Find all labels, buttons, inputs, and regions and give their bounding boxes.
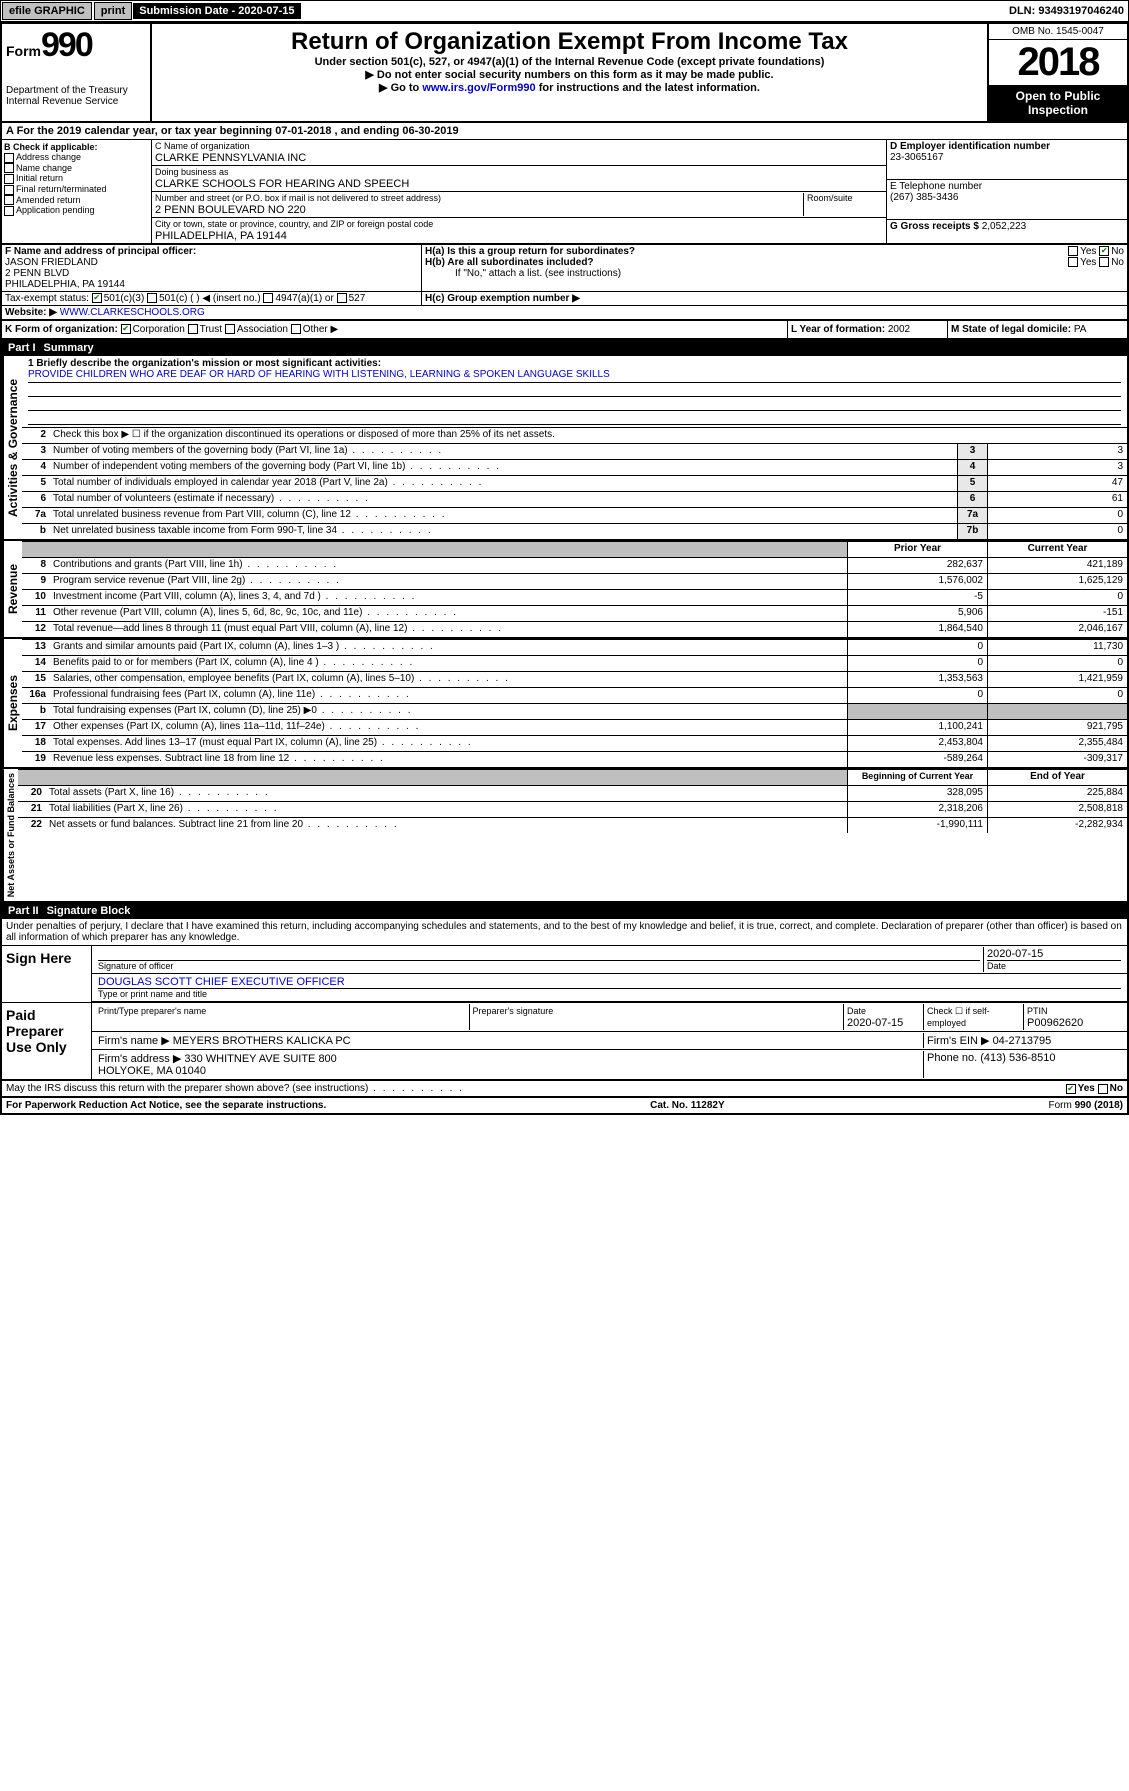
irs-link[interactable]: www.irs.gov/Form990 [422, 82, 535, 94]
firm-ein: 04-2713795 [993, 1035, 1052, 1047]
k-l-m-row: K Form of organization: Corporation Trus… [2, 321, 1127, 340]
firm-phone: (413) 536-8510 [980, 1052, 1055, 1064]
part-2-header: Part IISignature Block [2, 903, 1127, 919]
net-assets-section: Net Assets or Fund Balances Beginning of… [2, 769, 1127, 903]
officer-name: JASON FRIEDLAND [5, 257, 98, 268]
perjury-statement: Under penalties of perjury, I declare th… [2, 919, 1127, 946]
submission-date: Submission Date - 2020-07-15 [133, 3, 300, 19]
firm-name: MEYERS BROTHERS KALICKA PC [173, 1035, 351, 1047]
activities-governance-tab: Activities & Governance [2, 356, 22, 539]
dln: DLN: 93493197046240 [1009, 5, 1128, 17]
net-assets-tab: Net Assets or Fund Balances [2, 769, 18, 901]
line-10: 10Investment income (Part VIII, column (… [22, 589, 1127, 605]
org-name: CLARKE PENNSYLVANIA INC [155, 152, 306, 164]
checkbox-address-change[interactable]: Address change [4, 152, 149, 163]
form-title: Return of Organization Exempt From Incom… [156, 28, 983, 56]
line-20: 20Total assets (Part X, line 16)328,0952… [18, 785, 1127, 801]
dept-treasury: Department of the Treasury Internal Reve… [6, 85, 146, 107]
line-17: 17Other expenses (Part IX, column (A), l… [22, 719, 1127, 735]
tax-period: A For the 2019 calendar year, or tax yea… [2, 123, 1127, 140]
summary-row-7a: 7aTotal unrelated business revenue from … [22, 507, 1127, 523]
sign-here-block: Sign Here Signature of officer 2020-07-1… [2, 946, 1127, 1003]
line-18: 18Total expenses. Add lines 13–17 (must … [22, 735, 1127, 751]
line-9: 9Program service revenue (Part VIII, lin… [22, 573, 1127, 589]
omb-number: OMB No. 1545-0047 [989, 24, 1127, 40]
gross-receipts: 2,052,223 [982, 221, 1027, 232]
ptin: P00962620 [1027, 1017, 1083, 1029]
part-1-header: Part ISummary [2, 340, 1127, 356]
state-domicile: PA [1074, 324, 1087, 335]
efile-button[interactable]: efile GRAPHIC [2, 2, 92, 20]
form-header: Form990 Department of the Treasury Inter… [2, 24, 1127, 123]
summary-row-5: 5Total number of individuals employed in… [22, 475, 1127, 491]
box-d-e-g: D Employer identification number23-30651… [887, 140, 1127, 243]
line-13: 13Grants and similar amounts paid (Part … [22, 639, 1127, 655]
website-link[interactable]: WWW.CLARKESCHOOLS.ORG [60, 307, 205, 318]
dba-name: CLARKE SCHOOLS FOR HEARING AND SPEECH [155, 178, 409, 190]
line-b: bTotal fundraising expenses (Part IX, co… [22, 703, 1127, 719]
discuss-row: May the IRS discuss this return with the… [2, 1080, 1127, 1098]
line-8: 8Contributions and grants (Part VIII, li… [22, 557, 1127, 573]
box-f-h: F Name and address of principal officer:… [2, 245, 1127, 292]
checkbox-name-change[interactable]: Name change [4, 163, 149, 174]
line-15: 15Salaries, other compensation, employee… [22, 671, 1127, 687]
ein: 23-3065167 [890, 152, 943, 163]
mission-text: PROVIDE CHILDREN WHO ARE DEAF OR HARD OF… [28, 369, 1121, 383]
tax-exempt-row: Tax-exempt status: 501(c)(3) 501(c) ( ) … [2, 292, 1127, 306]
line-16a: 16aProfessional fundraising fees (Part I… [22, 687, 1127, 703]
tax-year: 2018 [989, 40, 1127, 85]
checkbox-application-pending[interactable]: Application pending [4, 205, 149, 216]
checkbox-final-return-terminated[interactable]: Final return/terminated [4, 184, 149, 195]
form-word: Form [6, 43, 41, 59]
form-number: 990 [41, 26, 92, 64]
form-990: Form990 Department of the Treasury Inter… [0, 22, 1129, 1115]
summary-row-3: 3Number of voting members of the governi… [22, 443, 1127, 459]
expenses-section: Expenses 13Grants and similar amounts pa… [2, 639, 1127, 769]
revenue-tab: Revenue [2, 541, 22, 637]
website-row: Website: ▶ WWW.CLARKESCHOOLS.ORG [2, 306, 1127, 321]
checkbox-initial-return[interactable]: Initial return [4, 173, 149, 184]
revenue-section: Revenue Prior YearCurrent Year 8Contribu… [2, 541, 1127, 639]
line-12: 12Total revenue—add lines 8 through 11 (… [22, 621, 1127, 637]
print-button[interactable]: print [94, 2, 132, 20]
box-b: B Check if applicable: Address changeNam… [2, 140, 152, 243]
officer-name-title: DOUGLAS SCOTT CHIEF EXECUTIVE OFFICER [98, 976, 345, 988]
box-c: C Name of organizationCLARKE PENNSYLVANI… [152, 140, 887, 243]
line-22: 22Net assets or fund balances. Subtract … [18, 817, 1127, 833]
line-11: 11Other revenue (Part VIII, column (A), … [22, 605, 1127, 621]
paid-preparer-block: Paid Preparer Use Only Print/Type prepar… [2, 1003, 1127, 1080]
activities-governance-section: Activities & Governance 1 Briefly descri… [2, 356, 1127, 541]
subtitle-3: ▶ Go to www.irs.gov/Form990 for instruct… [156, 81, 983, 94]
summary-row-6: 6Total number of volunteers (estimate if… [22, 491, 1127, 507]
line-14: 14Benefits paid to or for members (Part … [22, 655, 1127, 671]
summary-row-7b: bNet unrelated business taxable income f… [22, 523, 1127, 539]
subtitle-1: Under section 501(c), 527, or 4947(a)(1)… [156, 56, 983, 68]
footer: For Paperwork Reduction Act Notice, see … [2, 1098, 1127, 1113]
entity-block: B Check if applicable: Address changeNam… [2, 140, 1127, 245]
checkbox-amended-return[interactable]: Amended return [4, 195, 149, 206]
line-21: 21Total liabilities (Part X, line 26)2,3… [18, 801, 1127, 817]
summary-row-4: 4Number of independent voting members of… [22, 459, 1127, 475]
open-public: Open to Public Inspection [989, 85, 1127, 121]
officer-address: 2 PENN BLVD PHILADELPHIA, PA 19144 [5, 268, 125, 290]
telephone: (267) 385-3436 [890, 192, 958, 203]
street-address: 2 PENN BOULEVARD NO 220 [155, 204, 306, 216]
top-toolbar: efile GRAPHIC print Submission Date - 20… [0, 0, 1129, 22]
subtitle-2: ▶ Do not enter social security numbers o… [156, 68, 983, 81]
year-formation: 2002 [888, 324, 910, 335]
line-19: 19Revenue less expenses. Subtract line 1… [22, 751, 1127, 767]
sign-date: 2020-07-15 [987, 948, 1043, 960]
city-state-zip: PHILADELPHIA, PA 19144 [155, 230, 287, 242]
expenses-tab: Expenses [2, 639, 22, 767]
